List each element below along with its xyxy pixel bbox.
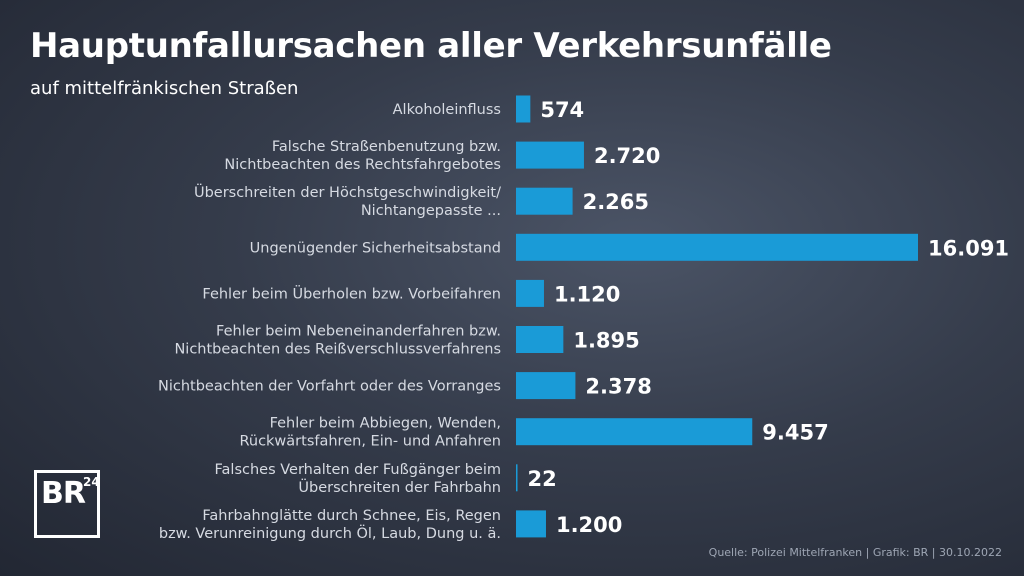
bar [516, 510, 546, 538]
value-label: 2.720 [594, 144, 660, 168]
category-label: Nichtangepasste ... [361, 203, 501, 219]
bar [516, 326, 564, 353]
category-label: Nichtbeachten des Rechtsfahrgebotes [224, 157, 501, 173]
chart-subtitle: auf mittelfränkischen Straßen [30, 78, 299, 99]
chart-title: Hauptunfallursachen aller Verkehrsunfäll… [30, 26, 832, 66]
category-label: Fehler beim Abbiegen, Wenden, [270, 416, 501, 432]
bar [516, 95, 531, 123]
logo-br-text: BR [41, 476, 86, 511]
category-label: Ungenügender Sicherheitsabstand [250, 240, 501, 256]
bar [516, 141, 584, 169]
category-label: Nichtbeachten des Reißverschlussverfahre… [174, 342, 501, 358]
category-label: Falsches Verhalten der Fußgänger beim [215, 462, 501, 478]
value-label: 2.265 [583, 190, 649, 214]
bar [516, 187, 573, 215]
category-label: Falsche Straßenbenutzung bzw. [272, 139, 501, 155]
value-label: 16.091 [928, 236, 1009, 260]
bar [516, 464, 518, 492]
value-label: 574 [540, 98, 584, 122]
source-note: Quelle: Polizei Mittelfranken | Grafik: … [708, 546, 1002, 559]
value-label: 9.457 [762, 421, 828, 445]
category-label: Nichtbeachten der Vorfahrt oder des Vorr… [158, 379, 501, 395]
value-label: 1.200 [556, 513, 622, 537]
category-label: Überschreiten der Höchstgeschwindigkeit/ [194, 183, 501, 201]
category-label: bzw. Verunreinigung durch Öl, Laub, Dung… [159, 524, 501, 542]
value-label: 2.378 [585, 375, 651, 399]
value-label: 22 [528, 467, 557, 491]
category-label: Fehler beim Überholen bzw. Vorbeifahren [202, 284, 501, 302]
bar [516, 372, 576, 400]
category-label: Rückwärtsfahren, Ein- und Anfahren [239, 434, 501, 450]
bar [516, 418, 753, 446]
bar [516, 279, 544, 307]
value-label: 1.120 [554, 282, 620, 306]
category-label: Alkoholeinfluss [393, 102, 501, 118]
category-label: Fahrbahnglätte durch Schnee, Eis, Regen [202, 508, 501, 524]
category-label: Fehler beim Nebeneinanderfahren bzw. [216, 324, 501, 340]
br24-logo: BR 24 [34, 470, 100, 538]
bar [516, 233, 918, 261]
value-label: 1.895 [573, 329, 639, 353]
logo-24-text: 24 [83, 475, 100, 489]
category-label: Überschreiten der Fahrbahn [298, 478, 501, 496]
